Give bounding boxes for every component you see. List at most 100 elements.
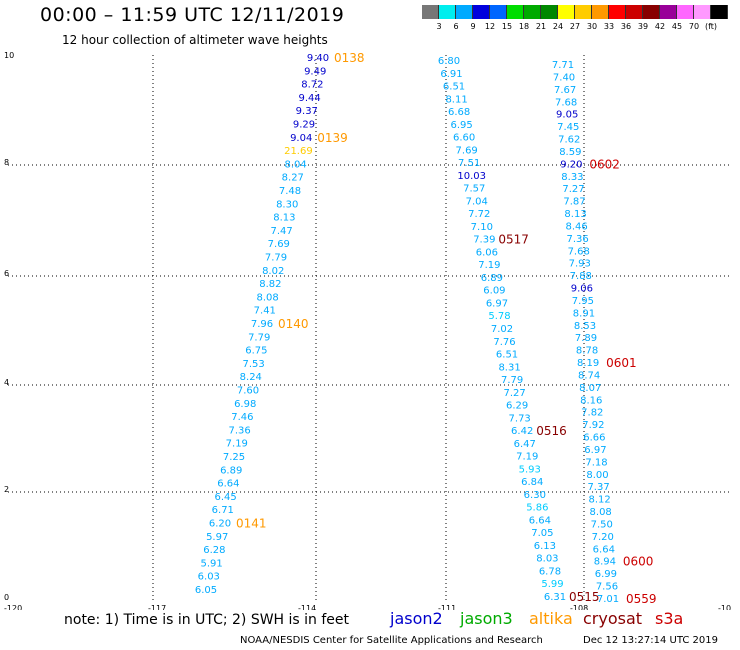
colorbar-label: 30 (586, 22, 598, 31)
swh-value: 8.24 (240, 372, 262, 383)
pass-time-label: 0138 (334, 51, 365, 65)
swh-value: 7.45 (557, 122, 579, 133)
swh-value: 6.60 (453, 133, 475, 144)
colorbar-swatch (711, 5, 728, 19)
swh-value: 8.82 (259, 279, 281, 290)
y-tick-label: 6 (4, 269, 9, 278)
swh-value: 8.94 (594, 557, 616, 568)
swh-value: 7.41 (254, 306, 276, 317)
swh-value: 9.40 (307, 53, 329, 64)
colorbar-swatch (473, 5, 490, 19)
colorbar-swatch (643, 5, 660, 19)
swh-value: 7.19 (516, 452, 538, 463)
swh-value: 7.89 (575, 333, 597, 344)
swh-value: 9.29 (293, 120, 315, 131)
colorbar-label: 6 (453, 22, 459, 31)
legend-s3a: s3a (655, 609, 684, 628)
swh-value: 7.25 (223, 452, 245, 463)
swh-value: 6.47 (514, 439, 536, 450)
swh-value: 8.46 (565, 221, 587, 232)
swh-value: 6.31 (544, 592, 566, 603)
swh-value: 8.00 (586, 470, 608, 481)
swh-value: 7.60 (237, 386, 259, 397)
swh-value: 7.05 (531, 528, 553, 539)
x-tick-label: -117 (148, 604, 166, 610)
pass-time-label: 0141 (236, 517, 267, 531)
swh-value: 7.46 (231, 412, 253, 423)
colorbar-label: 70 (688, 22, 700, 31)
swh-value: 10.03 (457, 171, 486, 182)
swh-value: 7.93 (569, 259, 591, 270)
colorbar-swatch (592, 5, 609, 19)
swh-value: 7.20 (592, 532, 614, 543)
legend-jason3: jason3 (460, 609, 513, 628)
swh-value: 5.78 (488, 311, 510, 322)
x-tick-label: -114 (298, 604, 316, 610)
swh-value: 8.07 (579, 383, 601, 394)
colorbar-swatch (626, 5, 643, 19)
swh-value: 7.79 (501, 375, 523, 386)
colorbar-label: 9 (470, 22, 476, 31)
swh-value: 5.86 (526, 503, 548, 514)
swh-value: 7.92 (582, 420, 604, 431)
x-tick-label: -10 (718, 604, 731, 610)
colorbar-label: 42 (654, 22, 666, 31)
swh-value: 7.72 (468, 209, 490, 220)
pass-time-label: 0559 (626, 592, 657, 606)
swh-value: 7.02 (491, 324, 513, 335)
swh-value: 7.50 (591, 519, 613, 530)
swh-value: 8.19 (577, 358, 599, 369)
swh-value: 8.13 (273, 213, 295, 224)
colorbar-label: 21 (535, 22, 547, 31)
swh-value: 8.74 (578, 370, 600, 381)
y-tick-label: 0 (4, 593, 9, 602)
swh-value: 6.28 (203, 545, 225, 556)
swh-value: 6.64 (217, 479, 239, 490)
swh-value: 6.20 (209, 519, 231, 530)
swh-value: 8.16 (580, 395, 602, 406)
pass-time-label: 0516 (536, 424, 567, 438)
colorbar-label: 36 (620, 22, 632, 31)
swh-value: 5.91 (200, 558, 222, 569)
colorbar-swatch (575, 5, 592, 19)
swh-value: 8.27 (282, 173, 304, 184)
swh-value: 7.51 (458, 158, 480, 169)
swh-value: 6.68 (448, 107, 470, 118)
colorbar-swatch (422, 5, 439, 19)
y-tick-label: 10 (4, 51, 14, 60)
swh-value: 8.04 (284, 159, 306, 170)
swh-value: 8.08 (590, 507, 612, 518)
y-tick-label: 2 (4, 485, 9, 494)
swh-value: 6.66 (583, 433, 605, 444)
swh-value: 6.51 (443, 82, 465, 93)
footer-note: note: 1) Time is in UTC; 2) SWH is in fe… (64, 612, 350, 628)
map-subtitle: 12 hour collection of altimeter wave hei… (62, 33, 328, 47)
swh-value: 9.04 (290, 133, 312, 144)
swh-value: 7.82 (581, 408, 603, 419)
colorbar-label: 15 (501, 22, 513, 31)
pass-time-label: 0600 (623, 555, 654, 569)
swh-value: 8.53 (574, 321, 596, 332)
swh-value: 6.97 (584, 445, 606, 456)
swh-value: 8.91 (573, 308, 595, 319)
swh-value: 7.47 (270, 226, 292, 237)
swh-value: 7.95 (572, 296, 594, 307)
swh-value: 7.27 (562, 184, 584, 195)
generated-timestamp: Dec 12 13:27:14 UTC 2019 (583, 635, 718, 646)
pass-time-label: 0517 (498, 233, 529, 247)
x-tick-label: -111 (438, 604, 456, 610)
swh-value: 6.71 (212, 505, 234, 516)
colorbar-swatch (694, 5, 711, 19)
swh-value: 6.05 (195, 585, 217, 596)
swh-value: 6.64 (593, 544, 615, 555)
swh-value: 7.73 (509, 413, 531, 424)
colorbar-label: (ft) (704, 22, 718, 31)
credit-line: NOAA/NESDIS Center for Satellite Applica… (240, 635, 543, 646)
swh-value: 21.69 (284, 146, 313, 157)
swh-value: 6.45 (214, 492, 236, 503)
swh-value: 9.06 (571, 284, 593, 295)
swh-value: 7.10 (471, 222, 493, 233)
colorbar-swatch (456, 5, 473, 19)
legend-altika: altika (529, 609, 573, 628)
swh-value: 8.12 (588, 495, 610, 506)
